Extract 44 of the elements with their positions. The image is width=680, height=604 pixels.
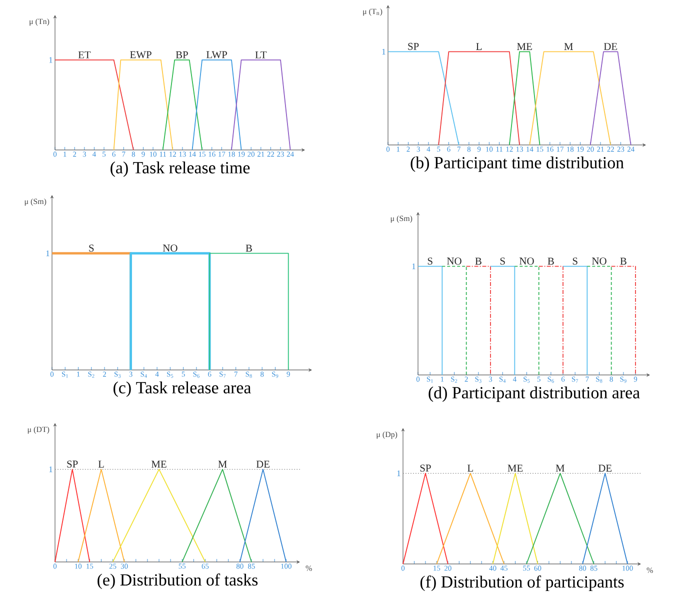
series-label: M xyxy=(218,460,227,468)
series-label: LWP xyxy=(206,51,228,58)
series-label: EWP xyxy=(130,51,152,58)
series-label: S xyxy=(500,258,505,265)
series-label: L xyxy=(467,464,473,472)
text: (e) Distribution of tasks xyxy=(98,574,258,590)
series-label: SP xyxy=(420,464,431,472)
text: (b) Participant time distribution xyxy=(410,156,624,172)
series-label: SP xyxy=(67,460,78,468)
series-label: M xyxy=(564,43,573,50)
text: 1 xyxy=(382,48,386,54)
series-label: DE xyxy=(598,464,612,472)
series-label: B xyxy=(548,258,554,265)
series-label: BP xyxy=(176,51,188,58)
series-label: S xyxy=(89,244,94,252)
series-label: DE xyxy=(256,460,270,468)
text: (c) Task release area xyxy=(114,382,252,397)
series-label: NO xyxy=(592,258,606,265)
series-label: L xyxy=(98,460,104,468)
series-label: S xyxy=(572,258,578,265)
series-label: B xyxy=(246,244,252,252)
text: (d) Participant distribution area xyxy=(428,386,640,402)
series-label: L xyxy=(476,43,482,50)
text: (a) Task release time xyxy=(110,162,250,177)
series-label: DE xyxy=(604,43,618,50)
series-label: ET xyxy=(78,51,91,58)
text: 1 xyxy=(397,470,400,476)
series-label: SP xyxy=(408,42,419,50)
series-label: ME xyxy=(508,464,523,472)
series-label: NO xyxy=(447,258,462,265)
text: (f) Distribution of participants xyxy=(420,576,624,592)
series-label: NO xyxy=(520,258,534,265)
series-label: LT xyxy=(255,51,267,58)
series-label: ME xyxy=(151,460,166,468)
text: 1 xyxy=(49,57,52,63)
series-label: B xyxy=(620,258,626,265)
text: 1 xyxy=(412,264,416,270)
text: 1 xyxy=(46,250,50,256)
series-label: ME xyxy=(517,43,532,50)
series-label: M xyxy=(556,464,565,472)
series-label: S xyxy=(428,258,432,265)
series-label: NO xyxy=(162,244,178,252)
series-label: B xyxy=(475,258,482,265)
text: 1 xyxy=(49,466,52,472)
